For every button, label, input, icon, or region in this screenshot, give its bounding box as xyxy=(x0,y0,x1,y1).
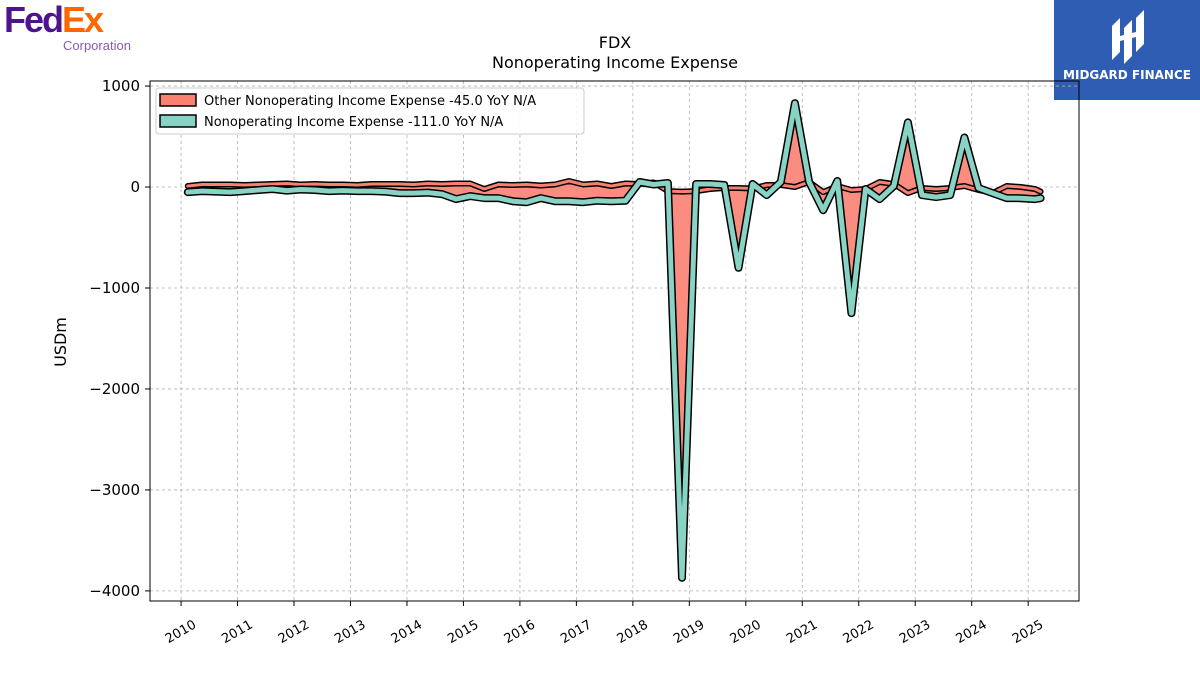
y-tick-label: −1000 xyxy=(89,279,140,297)
x-tick-label: 2010 xyxy=(163,617,199,647)
y-axis-label: USDm xyxy=(51,317,70,367)
plot-frame xyxy=(149,80,1080,602)
legend-swatch-1 xyxy=(159,114,197,128)
x-tick-label: 2012 xyxy=(276,617,312,647)
x-tick-label: 2022 xyxy=(841,617,877,647)
y-tick-label: 1000 xyxy=(102,77,140,95)
y-tick-label: 0 xyxy=(130,178,140,196)
midgard-finance-logo: MIDGARD FINANCE xyxy=(1054,0,1200,100)
x-tick-label: 2013 xyxy=(332,617,368,647)
x-tick-label: 2020 xyxy=(728,617,764,647)
fedex-logo-fed: Fed xyxy=(4,0,64,40)
x-tick-label: 2018 xyxy=(615,617,651,647)
legend-box xyxy=(155,87,585,135)
legend-label-0: Other Nonoperating Income Expense -45.0 … xyxy=(204,94,536,109)
fedex-logo: FedEx Corporation xyxy=(4,2,144,54)
series-band xyxy=(187,103,1041,578)
x-tick-label: 2025 xyxy=(1010,617,1046,647)
midgard-mark-icon xyxy=(1112,10,1144,64)
y-tick-label: −2000 xyxy=(89,380,140,398)
x-tick-label: 2024 xyxy=(954,617,990,647)
x-tick-label: 2011 xyxy=(219,617,255,647)
x-tick-label: 2019 xyxy=(671,617,707,647)
series xyxy=(183,99,1045,582)
y-axis: 1000 0 −1000 −2000 −3000 −4000 xyxy=(89,77,150,600)
x-tick-label: 2023 xyxy=(897,617,933,647)
x-tick-label: 2016 xyxy=(502,617,538,647)
y-tick-label: −4000 xyxy=(89,582,140,600)
midgard-logo-name: MIDGARD FINANCE xyxy=(1063,68,1191,82)
x-tick-label: 2015 xyxy=(445,617,481,647)
y-tick-label: −3000 xyxy=(89,481,140,499)
x-tick-label: 2021 xyxy=(784,617,820,647)
legend-swatch-0 xyxy=(159,93,197,107)
x-tick-label: 2014 xyxy=(389,617,425,647)
grid xyxy=(150,81,1079,601)
x-tick-label: 2017 xyxy=(558,617,594,647)
x-axis: 2010 2011 2012 2013 2014 2015 2016 2017 2018 2019… xyxy=(163,601,1046,647)
series-line-1 xyxy=(185,100,1044,581)
fedex-logo-ex: Ex xyxy=(62,0,104,40)
chart-subtitle: Nonoperating Income Expense xyxy=(492,53,738,72)
fedex-logo-subtitle: Corporation xyxy=(63,38,131,53)
chart-title: FDX xyxy=(599,33,632,52)
series-line-0 xyxy=(186,179,1043,195)
legend: Other Nonoperating Income Expense -45.0 … xyxy=(155,87,585,135)
legend-label-1: Nonoperating Income Expense -111.0 YoY N… xyxy=(204,115,503,130)
